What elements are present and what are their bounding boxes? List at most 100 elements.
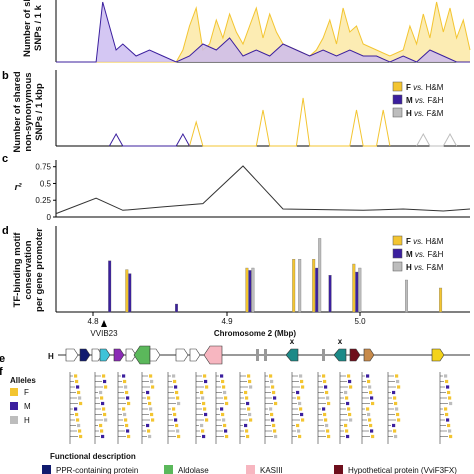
allele-F-swatch [10, 388, 18, 396]
legend2-F-label: F vs. H&M [406, 237, 444, 246]
panel-c-plot [55, 165, 471, 215]
tree-10-leaf [327, 434, 331, 439]
track-label-H: H [48, 352, 54, 361]
tree-1-leaf [100, 429, 104, 433]
tree-0-leaf [78, 396, 82, 400]
func-kasiii-label: KASIII [260, 466, 283, 474]
tree-4-leaf [173, 412, 177, 417]
tree-12-leaf [366, 407, 370, 411]
panel-d-bar-F-3 [245, 267, 249, 313]
tree-0-leaf [74, 374, 78, 378]
tree-3-leaf [148, 401, 152, 406]
tree-5-leaf [204, 379, 208, 384]
tree-8-leaf [269, 407, 273, 411]
panel-d-bar-F-7 [352, 263, 356, 313]
tree-8-leaf [271, 418, 275, 422]
tree-10-leaf [325, 390, 329, 395]
tree-0-leaf [77, 390, 81, 395]
tree-9-leaf [298, 401, 302, 406]
tree-4-leaf [175, 423, 179, 428]
panel-b-line-F [189, 97, 391, 147]
tree-8-leaf [274, 434, 278, 439]
allele-M-swatch [10, 402, 18, 410]
tree-6-leaf [223, 423, 227, 428]
gene-mark-1: x [290, 337, 295, 346]
legend2-H-label: H vs. F&M [406, 263, 444, 272]
tree-3-leaf [147, 429, 151, 433]
tree-0-leaf [79, 434, 83, 439]
allele-M-label: M [24, 402, 31, 411]
panel-d-bar-M-7 [355, 271, 359, 313]
tree-0-leaf [75, 412, 79, 417]
x-tick-4.8: 4.8 [87, 317, 99, 326]
tree-14-leaf [449, 401, 453, 406]
func-aldolase-swatch [164, 465, 173, 474]
tree-7-leaf [245, 396, 249, 400]
tree-9-leaf [296, 390, 300, 395]
tree-12-leaf [368, 418, 372, 422]
legend2-F-swatch [392, 235, 403, 246]
tree-7-leaf [248, 379, 252, 384]
tree-12-leaf [366, 374, 370, 378]
tree-12-leaf [368, 385, 372, 389]
panel-d-bar-M-3 [248, 270, 252, 313]
tree-4-leaf [172, 407, 176, 411]
tree-2-leaf [125, 390, 129, 395]
tree-9-leaf [298, 434, 302, 439]
tree-2-leaf [123, 379, 127, 384]
tree-8-leaf [273, 396, 277, 400]
tree-6-leaf [221, 379, 225, 384]
tree-13-leaf [392, 423, 396, 428]
phylogenetic-trees [69, 372, 453, 444]
tree-6-leaf [220, 407, 224, 411]
panel-c-ytick-label: 0.25 [35, 196, 51, 205]
tree-2-leaf [125, 423, 129, 428]
tree-13-leaf [395, 374, 399, 378]
tree-4-leaf [174, 385, 178, 389]
tree-14-leaf [448, 429, 452, 433]
legend-F-swatch [392, 81, 403, 92]
tree-9-leaf [300, 412, 304, 417]
tree-14-leaf [447, 390, 451, 395]
tree-4-leaf [172, 374, 176, 378]
tree-5-leaf [201, 396, 205, 400]
tree-5-leaf [203, 374, 207, 378]
tree-9-leaf [299, 374, 303, 378]
tree-13-leaf [395, 407, 399, 411]
tree-2-leaf [122, 407, 126, 411]
func-hypothetical-label: Hypothetical protein (VviF3FX) [348, 466, 457, 474]
tree-14-leaf [445, 379, 449, 384]
legend-H-swatch [392, 107, 403, 118]
panel-d-bar-F-1 [125, 269, 129, 313]
tree-1-leaf [104, 385, 108, 389]
tree-8-leaf [273, 429, 277, 433]
panel-b-line-M [108, 132, 190, 147]
tree-14-leaf [444, 407, 448, 411]
panel-d-bar-M-0 [108, 260, 112, 313]
tree-0-leaf [79, 401, 83, 406]
tree-1-leaf [100, 396, 104, 400]
tree-7-leaf [245, 429, 249, 433]
tree-2-leaf [122, 374, 126, 378]
tree-11-leaf [347, 407, 351, 411]
gene-mark-2: x [338, 337, 343, 346]
tree-0-leaf [74, 407, 78, 411]
tree-13-leaf [396, 412, 400, 417]
tree-7-leaf [247, 407, 251, 411]
tree-4-leaf [177, 401, 181, 406]
panel-a-ylabel-2: SNPs / 1 k [33, 4, 44, 51]
tree-8-leaf [269, 374, 273, 378]
panel-b-plot [108, 97, 458, 147]
panel-e-letter: e [0, 353, 5, 365]
tree-7-leaf [246, 401, 250, 406]
tree-1-leaf [99, 423, 103, 428]
panel-a-line-M [56, 1, 470, 63]
tree-12-leaf [367, 412, 371, 417]
tree-11-leaf [348, 379, 352, 384]
tree-3-leaf [151, 385, 155, 389]
tree-10-leaf [324, 385, 328, 389]
tree-3-leaf [150, 412, 154, 417]
tree-1-leaf [102, 407, 106, 411]
tree-9-leaf [297, 429, 301, 433]
